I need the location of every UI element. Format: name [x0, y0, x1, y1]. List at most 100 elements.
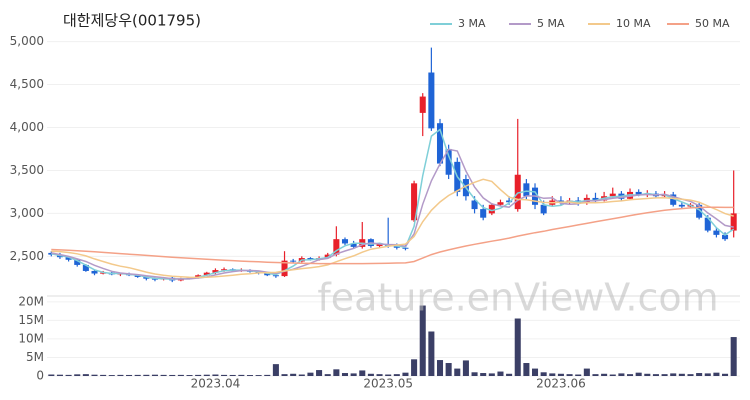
candle-body: [609, 193, 616, 197]
candle-body: [393, 246, 400, 248]
y-tick-label: 3,000: [10, 206, 44, 220]
volume-bar: [557, 373, 564, 376]
volume-bar: [151, 374, 158, 376]
candle-body: [281, 260, 288, 277]
volume-bar: [411, 359, 418, 376]
volume-bar: [169, 374, 176, 376]
chart-title: 대한제당우(001795): [63, 12, 201, 30]
volume-bar: [91, 374, 98, 376]
legend-label: 50 MA: [695, 17, 730, 30]
volume-bar: [126, 374, 133, 376]
volume-bar: [514, 318, 521, 376]
volume-bar: [419, 305, 426, 376]
candle-body: [428, 72, 435, 129]
volume-bar: [601, 373, 608, 376]
volume-bar: [471, 372, 478, 376]
x-tick-label: 2023.05: [363, 377, 413, 391]
volume-bar: [609, 374, 616, 376]
y-tick-label: 2,500: [10, 249, 44, 263]
volume-bar: [627, 374, 634, 376]
candle-body: [65, 257, 72, 260]
ma-line: [51, 206, 734, 265]
volume-bar: [48, 374, 55, 376]
volume-bar: [445, 363, 452, 376]
volume-bar: [56, 374, 63, 376]
volume-bar: [324, 374, 331, 376]
volume-bar: [160, 374, 167, 376]
y-tick-label: 0: [36, 369, 44, 383]
candle-body: [143, 276, 150, 279]
volume-bar: [722, 373, 729, 376]
candle-body: [290, 260, 297, 262]
volume-bar: [385, 374, 392, 376]
candle-body: [592, 197, 599, 201]
candle-body: [704, 217, 711, 231]
candle-body: [203, 272, 210, 276]
candle-body: [445, 148, 452, 175]
candle-body: [91, 270, 98, 274]
candle-body: [635, 191, 642, 195]
volume-bar: [661, 374, 668, 376]
volume-bar: [177, 374, 184, 376]
candle-body: [82, 264, 89, 271]
volume-bar: [195, 374, 202, 376]
y-tick-label: 3,500: [10, 163, 44, 177]
volume-bar: [367, 373, 374, 376]
volume-bar: [402, 372, 409, 376]
volume-bar: [376, 374, 383, 376]
y-tick-label: 4,500: [10, 77, 44, 91]
volume-bar: [618, 373, 625, 376]
y-tick-label: 15M: [18, 313, 44, 327]
x-tick-label: 2023.06: [536, 377, 586, 391]
volume-bar: [246, 375, 254, 376]
volume-bar: [730, 337, 737, 376]
volume-bar: [359, 370, 366, 376]
candle-body: [333, 239, 340, 255]
volume-bar: [307, 372, 314, 376]
volume-bar: [108, 375, 115, 376]
legend-label: 10 MA: [616, 17, 651, 30]
candle-body: [221, 269, 228, 271]
volume-bar: [134, 374, 141, 376]
volume-bar: [298, 374, 305, 376]
candle-body: [713, 230, 720, 235]
volume-bar: [264, 374, 271, 376]
volume-bar: [255, 375, 262, 376]
volume-bar: [462, 360, 469, 376]
volume-bar: [540, 372, 547, 376]
x-tick-label: 2023.04: [191, 377, 241, 391]
volume-bar: [100, 374, 107, 376]
candle-body: [324, 254, 331, 259]
volume-bar: [436, 360, 444, 376]
candle-body: [722, 234, 729, 240]
volume-bar: [583, 368, 590, 376]
volume-bar: [506, 373, 513, 376]
candle-body: [523, 183, 530, 197]
volume-bar: [117, 374, 124, 376]
volume-bar: [316, 370, 323, 376]
volume-bar: [229, 374, 236, 376]
volume-bar: [488, 373, 495, 376]
candle-body: [514, 174, 521, 210]
candle-body: [730, 213, 737, 231]
legend-label: 3 MA: [458, 17, 486, 30]
volume-bar: [221, 374, 228, 376]
candle-body: [151, 278, 158, 280]
y-tick-label: 5,000: [10, 34, 44, 48]
ma-line: [51, 148, 734, 280]
watermark: feature.enViewV.com: [317, 276, 718, 320]
candle-body: [411, 183, 418, 221]
volume-bar: [704, 373, 711, 376]
volume-bar: [549, 373, 556, 376]
candle-body: [74, 259, 81, 265]
volume-bar: [393, 374, 400, 376]
candle-body: [212, 270, 219, 273]
volume-bar: [428, 331, 435, 376]
volume-bar: [82, 374, 89, 376]
volume-bar: [65, 374, 72, 376]
candle-body: [670, 194, 677, 205]
volume-bar: [652, 374, 659, 376]
y-tick-label: 10M: [18, 331, 44, 345]
candle-body: [696, 204, 703, 218]
